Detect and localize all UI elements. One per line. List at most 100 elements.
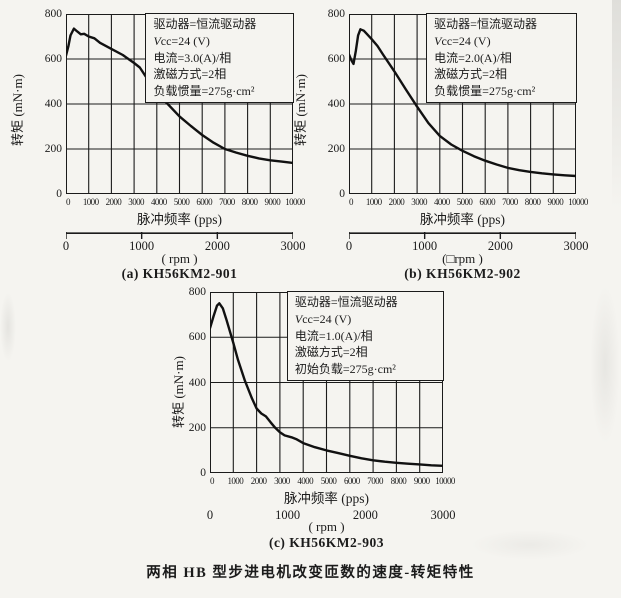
x-tick-label: 4000 — [150, 197, 167, 207]
chart-b-rpm-axis-line — [348, 232, 577, 239]
x-tick-label: 5000 — [456, 197, 473, 207]
y-tick-label: 0 — [200, 467, 206, 479]
rpm-tick-label: 3000 — [430, 508, 456, 522]
scan-smudge — [0, 292, 16, 362]
x-tick-label: 2000 — [250, 476, 267, 486]
annotation-line: 驱动器=恒流驱动器 — [434, 17, 537, 31]
x-tick-label: 1000 — [82, 197, 99, 207]
y-tick-label: 600 — [188, 331, 206, 344]
chart-a-rpm-axis — [65, 228, 294, 246]
chart-c-annotation-box: 驱动器=恒流驱动器 Vcc=24 (V) 电流=1.0(A)/相 激磁方式=2相 初始负… — [286, 291, 444, 381]
y-tick-label: 800 — [188, 286, 206, 298]
torque-curve — [66, 27, 293, 165]
y-tick-label: 200 — [327, 143, 345, 155]
x-tick-label: 6000 — [479, 197, 495, 207]
x-tick-label: 2000 — [388, 197, 405, 207]
torque-curve — [210, 302, 443, 468]
rpm-tick-label: 0 — [345, 239, 353, 253]
rpm-tick-label: 1000 — [275, 508, 301, 522]
chart-a-subcaption: (a) KH56KM2-901 — [121, 266, 238, 281]
chart-b-annotation-box: 驱动器=恒流驱动器 Vcc=24 (V) 电流=2.0(A)/相 激磁方式=2相 负载惯… — [426, 13, 577, 103]
x-tick-label: 9000 — [264, 197, 281, 207]
x-tick-label: 7000 — [502, 197, 518, 207]
chart-c-plot-area: 驱动器=恒流驱动器 Vcc=24 (V) 电流=1.0(A)/相 激磁方式=2相 初始负… — [210, 291, 444, 473]
scan-smudge — [612, 0, 621, 210]
annotation-line: 驱动器=恒流驱动器 — [294, 295, 398, 309]
chart-a: 转矩 (mN·m) 驱动器=恒流驱动器 Vcc=24 (V) 电流=3.0(A)/相… — [6, 6, 306, 288]
rpm-tick-label: 0 — [206, 508, 214, 522]
chart-b-subcaption: (b) KH56KM2-902 — [404, 266, 521, 281]
x-tick-label: 0 — [349, 197, 353, 207]
x-tick-label: 3000 — [274, 476, 290, 486]
x-tick-label: 6000 — [343, 476, 360, 486]
annotation-line: Vcc=24 (V) — [294, 311, 352, 326]
rpm-tick-label: 3000 — [563, 239, 589, 253]
rpm-tick-label: 3000 — [280, 239, 306, 253]
y-tick-label: 400 — [327, 98, 345, 110]
torque-curve — [349, 28, 576, 178]
chart-b-plot-area: 驱动器=恒流驱动器 Vcc=24 (V) 电流=2.0(A)/相 激磁方式=2相 负载惯… — [349, 13, 577, 194]
annotation-line: 电流=3.0(A)/相 — [153, 50, 232, 65]
y-tick-label: 400 — [44, 98, 62, 110]
scan-smudge — [590, 285, 620, 445]
rpm-tick-label: 2000 — [487, 239, 513, 253]
annotation-line: 负载惯量=275g·cm² — [153, 84, 255, 99]
chart-c-rpm-axis-title: ( rpm ) — [308, 519, 345, 534]
x-tick-label: 5000 — [173, 197, 190, 207]
chart-a-rpm-axis-title: ( rpm ) — [161, 251, 198, 266]
x-tick-label: 1000 — [365, 197, 382, 207]
x-tick-label: 8000 — [390, 476, 407, 486]
x-tick-label: 3000 — [128, 197, 144, 207]
chart-c-x-axis-title: 脉冲频率 (pps) — [283, 491, 370, 506]
x-tick-label: 6000 — [196, 197, 212, 207]
y-tick-label: 200 — [44, 143, 62, 155]
x-tick-label: 10000 — [568, 197, 588, 207]
y-tick-label: 600 — [327, 53, 345, 65]
rpm-tick-label: 1000 — [129, 239, 155, 253]
annotation-line: Vcc=24 (V) — [153, 33, 210, 48]
annotation-line: 电流=1.0(A)/相 — [294, 328, 373, 343]
y-tick-label: 400 — [188, 376, 206, 389]
rpm-tick-label: 1000 — [412, 239, 438, 253]
x-tick-label: 9000 — [413, 476, 430, 486]
chart-b-rpm-axis-title: (□rpm ) — [442, 251, 483, 266]
annotation-line: 电流=2.0(A)/相 — [434, 50, 512, 65]
chart-b-y-axis-title: 转矩 (mN·m) — [293, 74, 308, 146]
annotation-line: 初始负载=275g·cm² — [294, 362, 396, 377]
figure-caption: 两相 HB 型步进电机改变匝数的速度-转矩特性 — [146, 565, 475, 581]
y-tick-label: 800 — [327, 8, 345, 20]
y-tick-label: 600 — [44, 53, 62, 65]
rpm-tick-label: 0 — [62, 239, 70, 253]
chart-c-subcaption: (c) KH56KM2-903 — [268, 535, 385, 550]
annotation-line: 负载惯量=275g·cm² — [434, 84, 536, 99]
x-tick-label: 7000 — [219, 197, 235, 207]
annotation-line: 激磁方式=2相 — [153, 67, 227, 82]
x-tick-label: 4000 — [433, 197, 450, 207]
x-tick-label: 10000 — [435, 476, 455, 486]
x-tick-label: 4000 — [297, 476, 313, 486]
chart-b: 转矩 (mN·m) 驱动器=恒流驱动器 Vcc=24 (V) 电流=2.0(A)/相… — [289, 6, 589, 288]
chart-a-rpm-axis-line — [65, 232, 294, 239]
x-tick-label: 3000 — [411, 197, 427, 207]
y-tick-label: 0 — [339, 188, 345, 200]
chart-a-plot-area: 驱动器=恒流驱动器 Vcc=24 (V) 电流=3.0(A)/相 激磁方式=2相负载惯… — [66, 13, 294, 194]
chart-c: 转矩 (mN·m) 驱动器=恒流驱动器 Vcc=24 (V) 电流=1.0(A)/相… — [144, 284, 456, 560]
annotation-line: 驱动器=恒流驱动器 — [153, 17, 257, 31]
x-tick-label: 9000 — [547, 197, 564, 207]
scan-smudge — [470, 530, 590, 560]
chart-a-y-axis-title: 转矩 (mN·m) — [10, 74, 25, 146]
chart-b-x-axis-title: 脉冲频率 (pps) — [419, 212, 506, 227]
rpm-tick-label: 2000 — [204, 239, 230, 253]
chart-a-x-axis-title: 脉冲频率 (pps) — [136, 212, 223, 227]
x-tick-label: 2000 — [105, 197, 122, 207]
x-tick-label: 5000 — [320, 476, 337, 486]
y-tick-label: 200 — [188, 421, 206, 434]
chart-b-rpm-axis — [348, 228, 577, 246]
x-tick-label: 10000 — [285, 197, 305, 207]
x-tick-label: 7000 — [367, 476, 383, 486]
y-tick-label: 0 — [56, 188, 62, 200]
x-tick-label: 0 — [210, 476, 214, 486]
x-tick-label: 0 — [66, 197, 70, 207]
annotation-line: 激磁方式=2相 — [434, 67, 507, 82]
